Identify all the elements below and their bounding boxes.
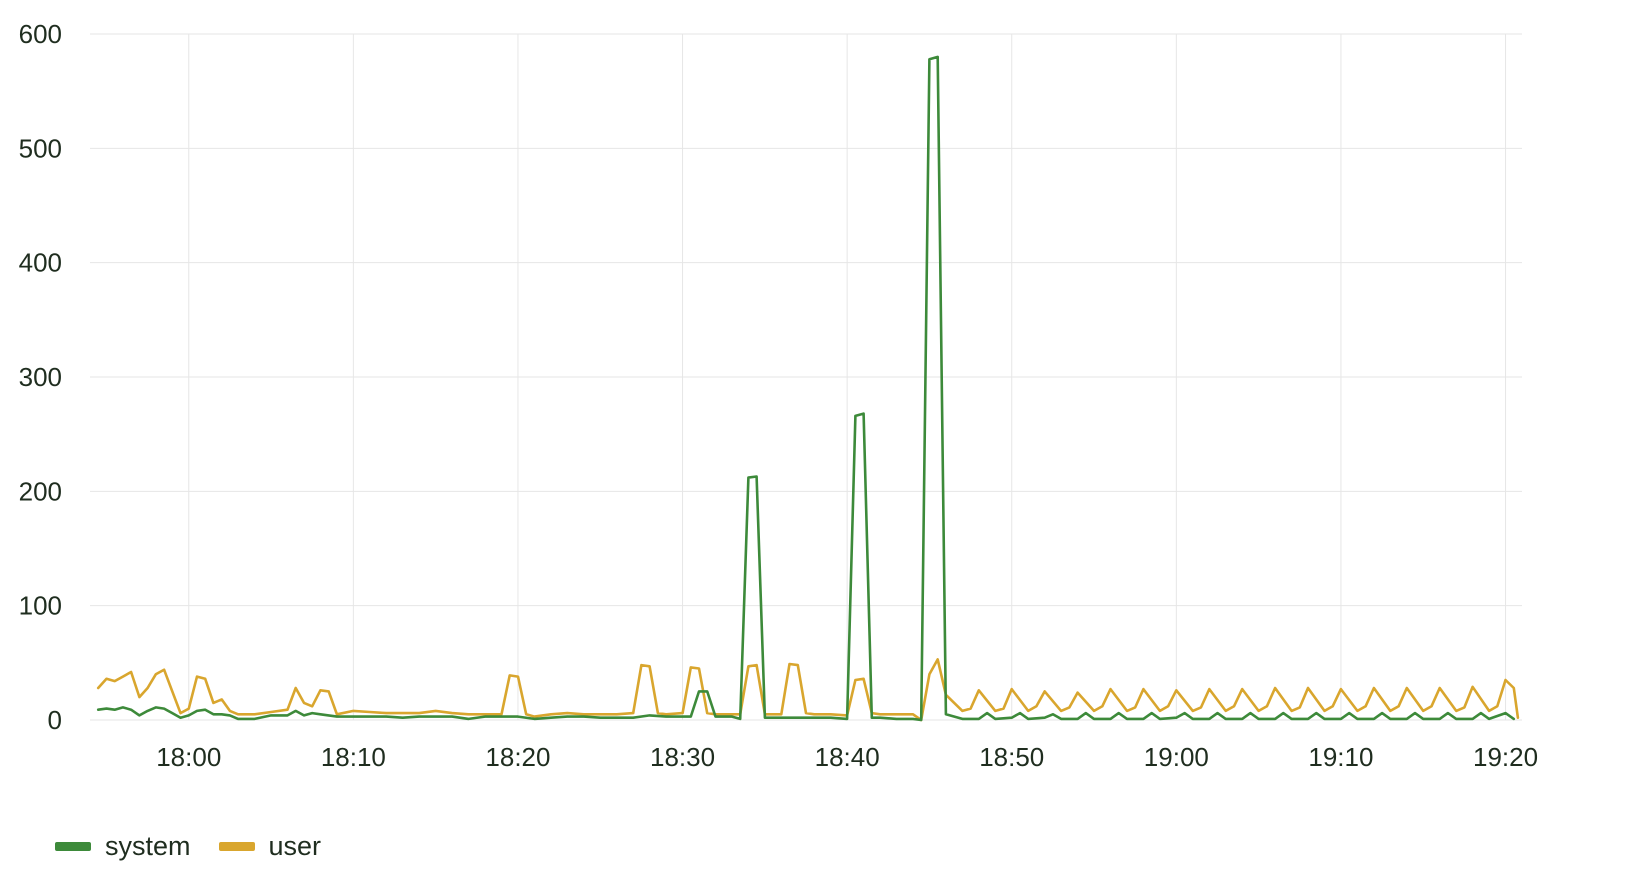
y-tick-label: 100 — [19, 591, 62, 621]
x-tick-label: 19:20 — [1473, 742, 1538, 772]
x-tick-label: 19:00 — [1144, 742, 1209, 772]
series-line-user — [96, 658, 1520, 722]
series-line-system — [96, 55, 1516, 722]
legend-swatch-user — [218, 841, 255, 851]
x-tick-label: 18:10 — [321, 742, 386, 772]
legend-item-system[interactable]: system — [55, 831, 191, 862]
x-tick-label: 18:20 — [485, 742, 550, 772]
y-tick-label: 400 — [19, 248, 62, 278]
x-tick-label: 19:10 — [1308, 742, 1373, 772]
y-tick-label: 300 — [19, 362, 62, 392]
x-tick-label: 18:50 — [979, 742, 1044, 772]
legend: system user — [55, 828, 321, 864]
legend-item-user[interactable]: user — [218, 830, 322, 862]
y-axis: 0 100 200 300 400 500 600 — [19, 19, 62, 735]
y-tick-label: 500 — [19, 133, 62, 163]
x-tick-label: 18:30 — [650, 742, 715, 772]
y-tick-label: 600 — [19, 19, 62, 49]
series-lines — [96, 55, 1520, 722]
legend-swatch-system — [55, 841, 91, 851]
y-tick-label: 0 — [48, 705, 62, 735]
y-tick-label: 200 — [19, 476, 62, 506]
grid — [90, 33, 1522, 721]
legend-label-user: user — [268, 830, 322, 861]
x-tick-label: 18:40 — [815, 742, 880, 772]
x-axis: 18:00 18:10 18:20 18:30 18:40 18:50 19:00 19:10… — [156, 742, 1538, 772]
legend-label-system: system — [105, 830, 191, 861]
x-tick-label: 18:00 — [156, 742, 221, 772]
